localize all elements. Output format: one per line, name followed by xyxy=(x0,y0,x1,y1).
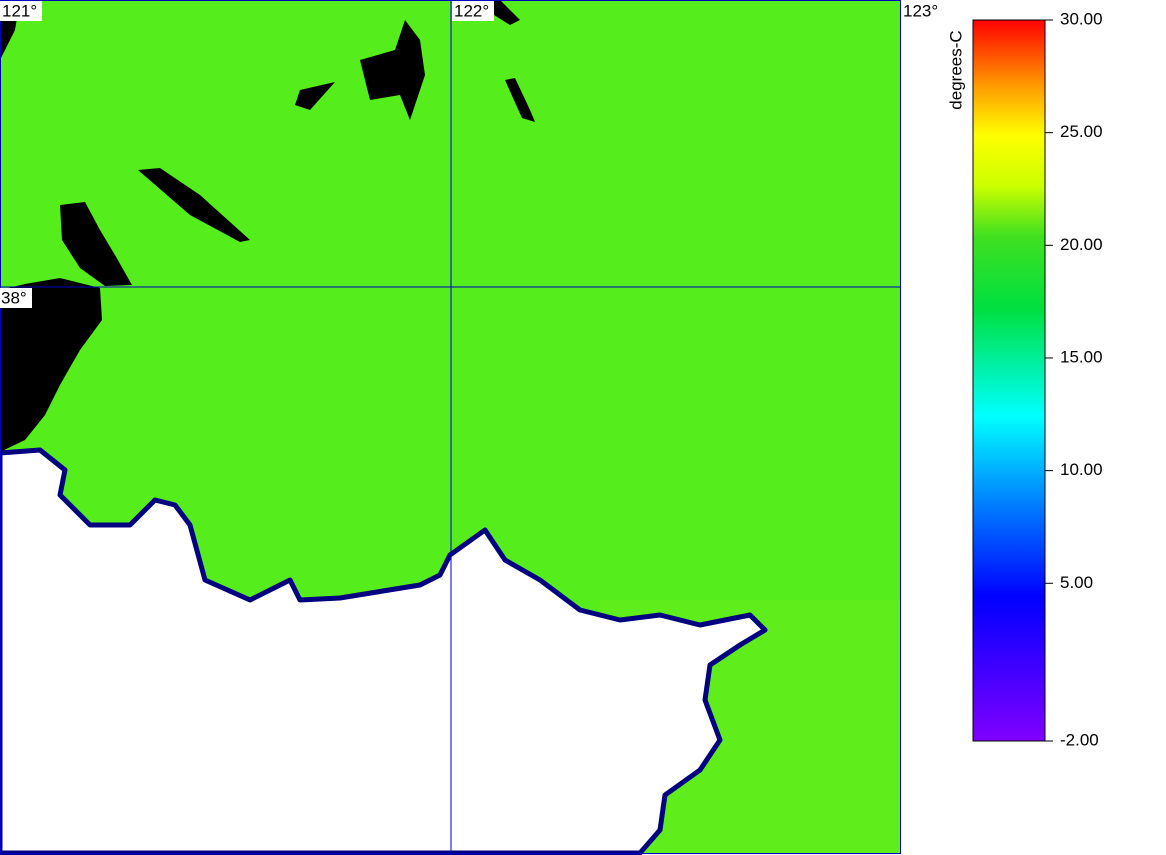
colorbar-tick-label: 15.00 xyxy=(1060,347,1103,366)
lat-label: 38° xyxy=(1,288,27,307)
colorbar-tick-label: -2.00 xyxy=(1060,730,1099,749)
island xyxy=(138,168,250,242)
colorbar-tick-label: 30.00 xyxy=(1060,9,1103,28)
island xyxy=(505,78,535,122)
island xyxy=(360,20,425,120)
colorbar: degrees-C xyxy=(946,19,1046,742)
label-box xyxy=(452,1,494,21)
label-box xyxy=(0,1,42,21)
colorbar-ramp xyxy=(972,19,1046,742)
lon-label: 122° xyxy=(454,1,489,20)
peninsula xyxy=(60,202,132,286)
colorbar-tick-label: 5.00 xyxy=(1060,573,1093,592)
island xyxy=(295,82,335,110)
lon-label: 121° xyxy=(2,1,37,20)
lon-label: 123° xyxy=(903,1,938,20)
colorbar-tick-label: 20.00 xyxy=(1060,235,1103,254)
sst-field xyxy=(0,0,901,855)
colorbar-label: degrees-C xyxy=(946,30,965,109)
colorbar-tick-label: 25.00 xyxy=(1060,122,1103,141)
land-south xyxy=(0,447,768,855)
label-box xyxy=(0,288,32,308)
land-north xyxy=(0,278,102,452)
colorbar-tick-label: 10.00 xyxy=(1060,460,1103,479)
